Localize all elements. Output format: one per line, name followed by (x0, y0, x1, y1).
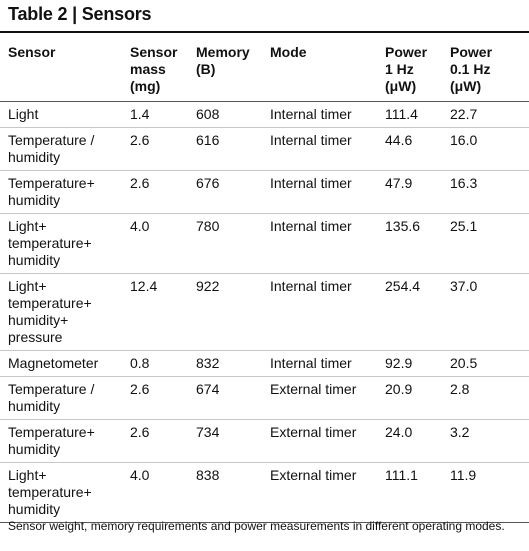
table-row: Light+ temperature+ humidity 4.0 838 Ext… (0, 462, 529, 523)
cell-sensor: Magnetometer (0, 350, 122, 377)
cell-power-01hz: 2.8 (442, 376, 529, 420)
cell-power-1hz: 20.9 (377, 376, 442, 420)
table-row: Temperature+ humidity 2.6 676 Internal t… (0, 170, 529, 214)
header-mode: Mode (262, 40, 377, 102)
cell-sensor: Light+ temperature+ humidity+ pressure (0, 273, 122, 351)
cell-memory: 838 (188, 462, 262, 523)
cell-mode: Internal timer (262, 170, 377, 214)
table-title: Table 2 | Sensors (8, 4, 152, 24)
cell-memory: 922 (188, 273, 262, 351)
cell-mode: Internal timer (262, 350, 377, 377)
table-row: Temperature / humidity 2.6 674 External … (0, 376, 529, 420)
cell-mass: 2.6 (122, 170, 188, 214)
cell-mode: External timer (262, 462, 377, 523)
cell-sensor: Light+ temperature+ humidity (0, 213, 122, 274)
header-sensor-mass: Sensor mass (mg) (122, 40, 188, 102)
header-memory: Memory (B) (188, 40, 262, 102)
cell-memory: 734 (188, 419, 262, 463)
title-rule (0, 31, 529, 33)
cell-memory: 616 (188, 127, 262, 171)
cell-mode: External timer (262, 376, 377, 420)
cell-mass: 4.0 (122, 213, 188, 274)
cell-memory: 832 (188, 350, 262, 377)
cell-sensor: Temperature+ humidity (0, 170, 122, 214)
cell-mode: Internal timer (262, 273, 377, 351)
cell-memory: 780 (188, 213, 262, 274)
cell-mode: External timer (262, 419, 377, 463)
cell-power-01hz: 25.1 (442, 213, 529, 274)
table-footnote: Sensor weight, memory requirements and p… (8, 519, 505, 533)
table-body: Light 1.4 608 Internal timer 111.4 22.7 … (0, 101, 529, 523)
cell-power-01hz: 11.9 (442, 462, 529, 523)
cell-mass: 2.6 (122, 419, 188, 463)
cell-mass: 2.6 (122, 376, 188, 420)
cell-power-01hz: 16.3 (442, 170, 529, 214)
cell-power-1hz: 111.1 (377, 462, 442, 523)
cell-power-1hz: 44.6 (377, 127, 442, 171)
sensors-table: Sensor Sensor mass (mg) Memory (B) Mode … (0, 40, 529, 523)
cell-mass: 4.0 (122, 462, 188, 523)
cell-power-01hz: 3.2 (442, 419, 529, 463)
cell-power-1hz: 92.9 (377, 350, 442, 377)
header-row: Sensor Sensor mass (mg) Memory (B) Mode … (0, 40, 529, 102)
table-row: Magnetometer 0.8 832 Internal timer 92.9… (0, 350, 529, 377)
cell-power-1hz: 135.6 (377, 213, 442, 274)
cell-power-1hz: 24.0 (377, 419, 442, 463)
header-power-01hz: Power 0.1 Hz (μW) (442, 40, 529, 102)
cell-sensor: Light+ temperature+ humidity (0, 462, 122, 523)
table-row: Light 1.4 608 Internal timer 111.4 22.7 (0, 101, 529, 128)
cell-power-1hz: 254.4 (377, 273, 442, 351)
cell-sensor: Temperature / humidity (0, 376, 122, 420)
cell-memory: 674 (188, 376, 262, 420)
table-row: Temperature / humidity 2.6 616 Internal … (0, 127, 529, 171)
header-power-1hz: Power 1 Hz (μW) (377, 40, 442, 102)
cell-sensor: Temperature / humidity (0, 127, 122, 171)
cell-memory: 608 (188, 101, 262, 128)
cell-mode: Internal timer (262, 101, 377, 128)
cell-sensor: Temperature+ humidity (0, 419, 122, 463)
cell-mass: 1.4 (122, 101, 188, 128)
cell-mode: Internal timer (262, 127, 377, 171)
cell-mass: 2.6 (122, 127, 188, 171)
cell-mass: 0.8 (122, 350, 188, 377)
cell-power-01hz: 20.5 (442, 350, 529, 377)
cell-memory: 676 (188, 170, 262, 214)
cell-power-01hz: 37.0 (442, 273, 529, 351)
table-row: Light+ temperature+ humidity+ pressure 1… (0, 273, 529, 351)
table-header: Sensor Sensor mass (mg) Memory (B) Mode … (0, 40, 529, 102)
cell-power-1hz: 111.4 (377, 101, 442, 128)
cell-power-01hz: 22.7 (442, 101, 529, 128)
table-row: Light+ temperature+ humidity 4.0 780 Int… (0, 213, 529, 274)
cell-power-01hz: 16.0 (442, 127, 529, 171)
cell-power-1hz: 47.9 (377, 170, 442, 214)
cell-mass: 12.4 (122, 273, 188, 351)
cell-sensor: Light (0, 101, 122, 128)
header-sensor: Sensor (0, 40, 122, 102)
cell-mode: Internal timer (262, 213, 377, 274)
table-row: Temperature+ humidity 2.6 734 External t… (0, 419, 529, 463)
